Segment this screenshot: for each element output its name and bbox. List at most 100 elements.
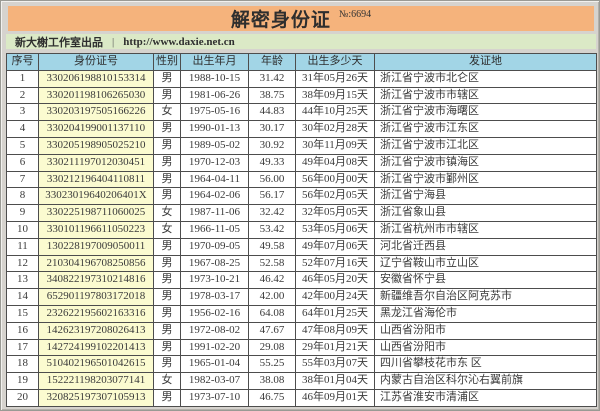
- table-row: 20 320825197307105913 男 1973-07-10 46.75 46年0…: [6, 388, 597, 407]
- cell-id-number: 330212196404110811: [38, 170, 154, 189]
- cell-index: 1: [6, 69, 39, 88]
- cell-index: 10: [6, 220, 39, 239]
- column-header-3: 出生年月: [180, 53, 249, 71]
- cell-index: 7: [6, 170, 39, 189]
- cell-issue-place: 浙江省宁海县: [374, 187, 597, 206]
- cell-days-since-birth: 38年01月04天: [295, 372, 375, 390]
- cell-birthdate: 1970-09-05: [180, 237, 249, 256]
- column-header-6: 发证地: [374, 53, 597, 71]
- column-header-4: 年龄: [248, 53, 296, 71]
- table-row: 5 330205198905025210 男 1989-05-02 30.92 30年11…: [6, 136, 597, 155]
- cell-birthdate: 1990-01-13: [180, 120, 249, 138]
- cell-gender: 男: [153, 237, 181, 256]
- cell-issue-place: 浙江省宁波市江北区: [374, 136, 597, 155]
- cell-birthdate: 1956-02-16: [180, 304, 249, 323]
- cell-id-number: 142623197208026413: [38, 321, 154, 340]
- cell-birthdate: 1991-02-20: [180, 338, 249, 357]
- cell-days-since-birth: 64年01月25天: [295, 304, 375, 323]
- cell-gender: 女: [153, 204, 181, 222]
- cell-days-since-birth: 42年00月24天: [295, 288, 375, 306]
- cell-issue-place: 辽宁省鞍山市立山区: [374, 254, 597, 273]
- table-row: 2 330201198106265030 男 1981-06-26 38.75 38年09…: [6, 86, 597, 105]
- cell-issue-place: 浙江省宁波市江东区: [374, 120, 597, 138]
- cell-days-since-birth: 55年03月07天: [295, 355, 375, 374]
- cell-index: 19: [6, 372, 39, 390]
- cell-index: 13: [6, 271, 39, 290]
- cell-issue-place: 浙江省象山县: [374, 204, 597, 222]
- cell-birthdate: 1978-03-17: [180, 288, 249, 306]
- cell-id-number: 330201198106265030: [38, 86, 154, 105]
- cell-gender: 男: [153, 86, 181, 105]
- cell-index: 6: [6, 153, 39, 172]
- cell-age: 47.67: [248, 321, 296, 340]
- cell-id-number: 330206198810153314: [38, 69, 154, 88]
- cell-days-since-birth: 53年05月06天: [295, 220, 375, 239]
- cell-birthdate: 1970-12-03: [180, 153, 249, 172]
- cell-index: 16: [6, 321, 39, 340]
- cell-issue-place: 浙江省宁波市市辖区: [374, 86, 597, 105]
- cell-days-since-birth: 38年09月15天: [295, 86, 375, 105]
- cell-issue-place: 江苏省淮安市清浦区: [374, 388, 597, 407]
- cell-birthdate: 1982-03-07: [180, 372, 249, 390]
- studio-credit: 新大榭工作室出品: [15, 36, 103, 49]
- cell-days-since-birth: 52年07月16天: [295, 254, 375, 273]
- cell-days-since-birth: 49年04月08天: [295, 153, 375, 172]
- cell-age: 53.42: [248, 220, 296, 239]
- column-header-5: 出生多少天: [295, 53, 375, 71]
- cell-issue-place: 黑龙江省海伦市: [374, 304, 597, 323]
- table-row: 8 33023019640206401X 男 1964-02-06 56.17 56年02…: [6, 187, 597, 206]
- cell-id-number: 232622195602163316: [38, 304, 154, 323]
- cell-birthdate: 1972-08-02: [180, 321, 249, 340]
- cell-index: 17: [6, 338, 39, 357]
- cell-gender: 男: [153, 187, 181, 206]
- cell-id-number: 330225198711060025: [38, 204, 154, 222]
- cell-days-since-birth: 46年05月20天: [295, 271, 375, 290]
- cell-gender: 女: [153, 103, 181, 122]
- column-header-1: 身份证号: [38, 53, 154, 71]
- app-title: 解密身份证: [230, 10, 331, 31]
- cell-age: 49.33: [248, 153, 296, 172]
- cell-age: 44.83: [248, 103, 296, 122]
- cell-index: 8: [6, 187, 39, 206]
- cell-index: 15: [6, 304, 39, 323]
- cell-gender: 男: [153, 355, 181, 374]
- cell-birthdate: 1964-02-06: [180, 187, 249, 206]
- cell-id-number: 33023019640206401X: [38, 187, 154, 206]
- cell-gender: 男: [153, 271, 181, 290]
- table-row: 16 142623197208026413 男 1972-08-02 47.67 47年0…: [6, 321, 597, 340]
- cell-birthdate: 1989-05-02: [180, 136, 249, 155]
- table-row: 18 510402196501042615 男 1965-01-04 55.25 55年0…: [6, 355, 597, 374]
- cell-index: 12: [6, 254, 39, 273]
- serial-number: №:6694: [338, 9, 372, 20]
- cell-days-since-birth: 29年01月21天: [295, 338, 375, 357]
- cell-gender: 女: [153, 220, 181, 239]
- table-row: 1 330206198810153314 男 1988-10-15 31.42 31年05…: [6, 69, 597, 88]
- cell-birthdate: 1973-07-10: [180, 388, 249, 407]
- cell-index: 3: [6, 103, 39, 122]
- cell-issue-place: 山西省汾阳市: [374, 321, 597, 340]
- cell-index: 20: [6, 388, 39, 407]
- cell-age: 46.75: [248, 388, 296, 407]
- cell-age: 56.00: [248, 170, 296, 189]
- table-row: 17 142724199102201413 男 1991-02-20 29.08 29年0…: [6, 338, 597, 357]
- cell-birthdate: 1975-05-16: [180, 103, 249, 122]
- cell-birthdate: 1964-04-11: [180, 170, 249, 189]
- website-link[interactable]: http://www.daxie.net.cn: [123, 35, 235, 48]
- cell-days-since-birth: 31年05月26天: [295, 69, 375, 88]
- cell-age: 52.58: [248, 254, 296, 273]
- cell-days-since-birth: 56年00月00天: [295, 170, 375, 189]
- cell-issue-place: 安徽省怀宁县: [374, 271, 597, 290]
- separator: |: [112, 35, 115, 48]
- cell-gender: 男: [153, 153, 181, 172]
- cell-birthdate: 1987-11-06: [180, 204, 249, 222]
- table-row: 19 152221198203077141 女 1982-03-07 38.08 38年0…: [6, 372, 597, 390]
- cell-id-number: 142724199102201413: [38, 338, 154, 357]
- cell-id-number: 652901197803172018: [38, 288, 154, 306]
- id-table: 序号 身份证号 性别 出生年月 年龄 出生多少天 发证地 1 3302061988101533…: [6, 53, 597, 407]
- cell-id-number: 330205198905025210: [38, 136, 154, 155]
- cell-id-number: 510402196501042615: [38, 355, 154, 374]
- table-body: 1 330206198810153314 男 1988-10-15 31.42 31年05…: [6, 69, 597, 407]
- cell-issue-place: 浙江省宁波市海曙区: [374, 103, 597, 122]
- cell-id-number: 130228197009050011: [38, 237, 154, 256]
